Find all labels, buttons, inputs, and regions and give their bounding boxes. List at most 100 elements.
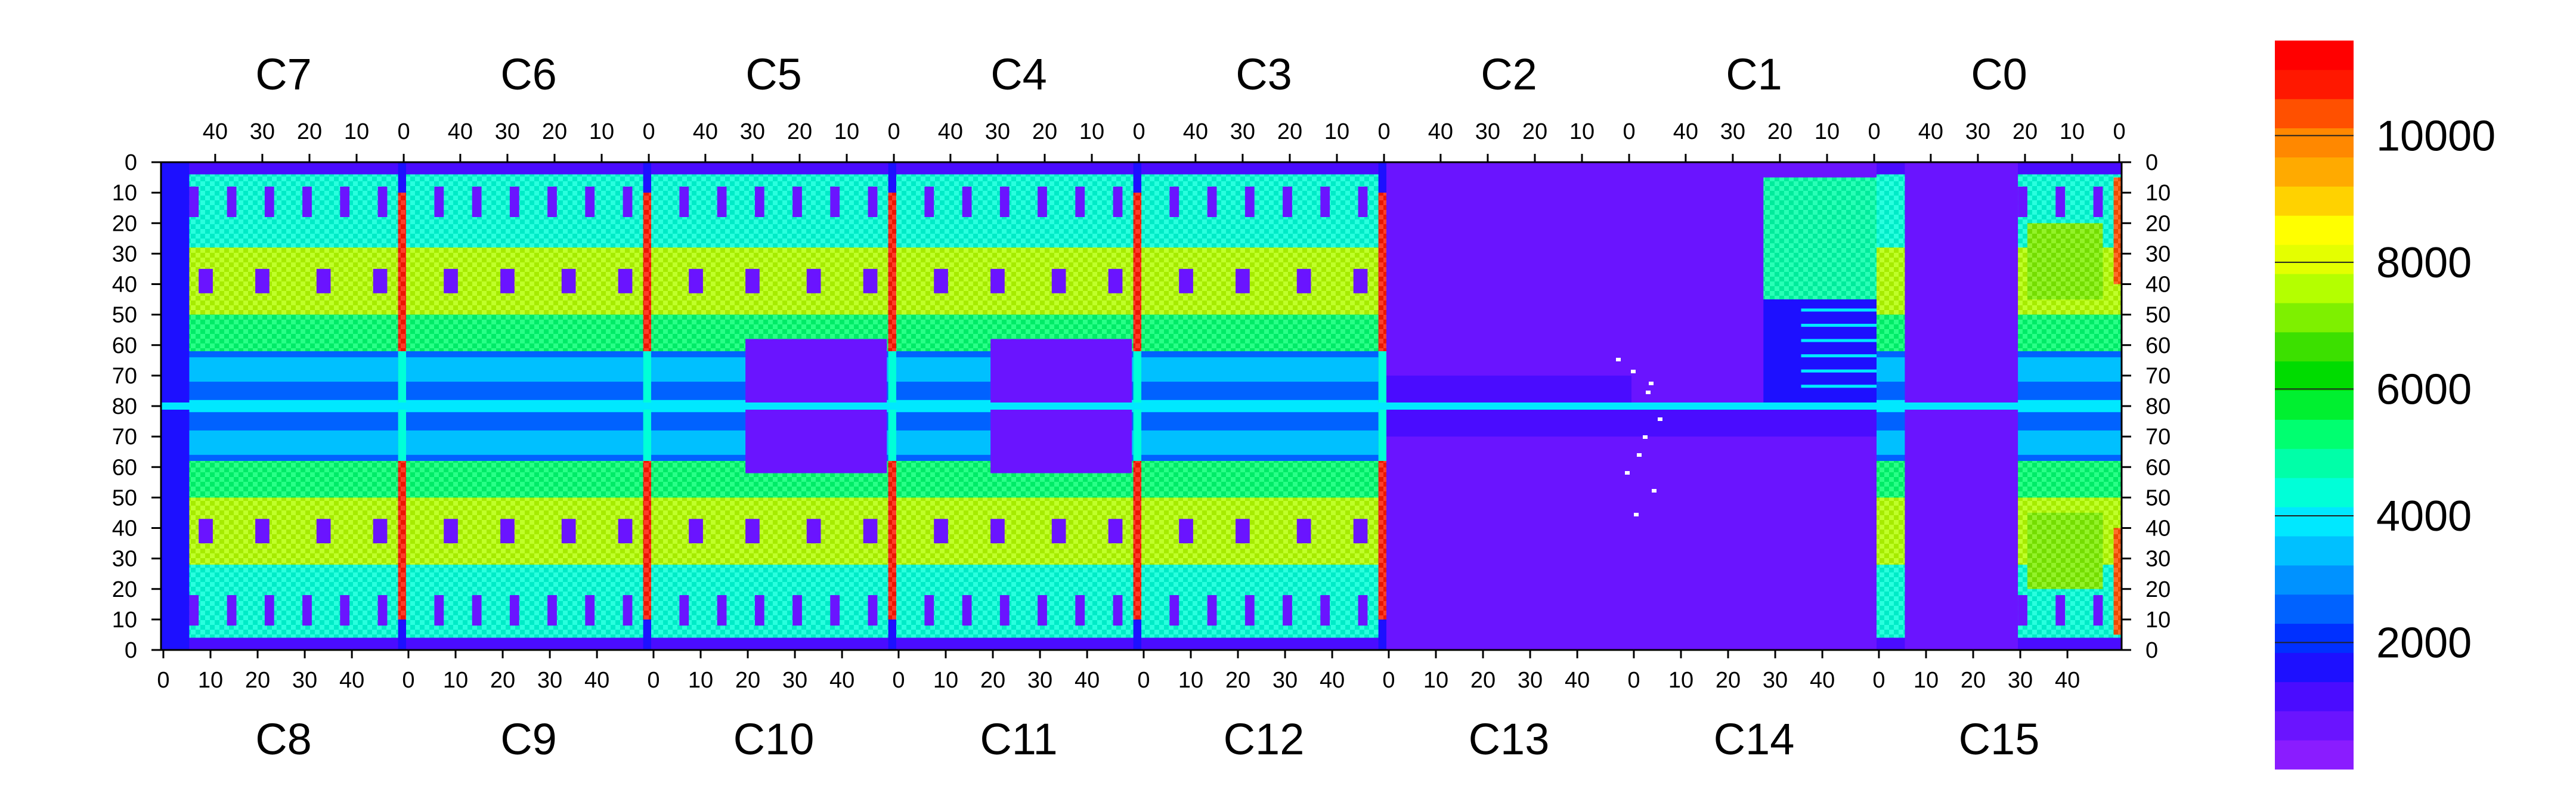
colorbar-swatch	[2275, 565, 2354, 595]
heat-region-243	[1358, 186, 1368, 217]
x-tick-label-bottom: 20	[490, 668, 515, 693]
x-tick-label-bottom: 40	[1075, 668, 1100, 693]
heat-region-165	[888, 406, 896, 461]
heat-texture-198	[896, 564, 1141, 641]
heat-region-46	[264, 595, 274, 626]
x-tick-label-bottom: 30	[1272, 668, 1298, 693]
x-tick-label-bottom: 0	[1627, 668, 1640, 693]
heat-region-127	[717, 186, 727, 217]
x-tick-label-top: 0	[1377, 119, 1390, 144]
heat-region-271	[1141, 637, 1386, 650]
heat-region-125	[863, 268, 878, 293]
heat-region-159	[868, 595, 878, 626]
y-tick-label-left: 20	[112, 577, 137, 602]
heat-region-104	[623, 595, 633, 626]
chip-label-c11: C11	[980, 714, 1057, 764]
x-tick-label-bottom: 20	[1961, 668, 1986, 693]
heat-region-137	[888, 351, 896, 406]
heat-region-290	[1631, 406, 1877, 650]
heat-region-10	[161, 357, 406, 382]
y-tick-label-right: 70	[2145, 364, 2171, 389]
colorbar-swatch	[2275, 157, 2354, 187]
colorbar-tick-label: 10000	[2376, 112, 2496, 160]
chip-label-c14: C14	[1714, 714, 1795, 764]
heat-region-291	[1631, 406, 1877, 437]
colorbar-swatch	[2275, 419, 2354, 449]
x-tick-label-top: 30	[1720, 119, 1745, 144]
heat-region-277	[1386, 375, 1631, 406]
x-tick-label-bottom: 30	[2008, 668, 2033, 693]
heat-region-158	[830, 595, 840, 626]
heat-texture-144	[651, 497, 896, 565]
white-spot	[1616, 358, 1621, 361]
heat-region-268	[1283, 595, 1292, 626]
y-tick-label-left: 40	[112, 516, 137, 541]
heat-texture-220	[1133, 461, 1141, 620]
heat-region-22	[161, 162, 406, 175]
heat-region-161	[745, 406, 887, 473]
colorbar-swatch	[2275, 361, 2354, 391]
heat-region-283	[1763, 299, 1877, 406]
heat-region-188	[896, 162, 1141, 175]
heat-region-76	[585, 186, 595, 217]
x-tick-label-bottom: 10	[1668, 668, 1693, 693]
white-spot	[1658, 417, 1662, 421]
heat-region-102	[547, 595, 557, 626]
heat-region-340	[2055, 595, 2066, 626]
y-tick-label-left: 60	[112, 333, 137, 358]
heat-texture-62	[406, 247, 651, 315]
chip-label-c1: C1	[1726, 49, 1782, 99]
x-tick-label-bottom: 30	[1027, 668, 1052, 693]
heat-region-150	[689, 519, 703, 544]
colorbar-swatch	[2275, 41, 2354, 70]
x-tick-label-bottom: 0	[1382, 668, 1395, 693]
heat-texture-91	[406, 461, 651, 498]
y-tick-label-right: 20	[2145, 211, 2171, 236]
white-spot	[1625, 471, 1630, 475]
heat-region-178	[934, 268, 948, 293]
x-tick-label-bottom: 10	[198, 668, 223, 693]
heat-region-275	[1378, 406, 1386, 461]
heat-texture-200	[896, 497, 1141, 565]
x-tick-label-bottom: 20	[1716, 668, 1741, 693]
heat-texture-34	[161, 497, 406, 565]
chip-label-c8: C8	[255, 714, 312, 764]
chip-label-c6: C6	[500, 49, 557, 99]
colorbar-swatch	[2275, 332, 2354, 362]
heat-region-264	[1353, 519, 1368, 544]
heat-region-155	[717, 595, 727, 626]
x-tick-label-top: 40	[1428, 119, 1453, 144]
x-tick-label-top: 0	[397, 119, 410, 144]
x-tick-label-top: 40	[938, 119, 963, 144]
colorbar-swatch	[2275, 215, 2354, 245]
heat-texture-317	[2027, 223, 2103, 300]
y-tick-label-left: 30	[112, 547, 137, 572]
heat-region-105	[406, 637, 651, 650]
heat-region-128	[754, 186, 764, 217]
heat-texture-282	[1763, 177, 1877, 300]
y-tick-label-right: 30	[2145, 547, 2171, 572]
colorbar-swatch	[2275, 623, 2354, 653]
colorbar-swatch	[2275, 594, 2354, 624]
y-tick-label-left: 40	[112, 273, 137, 298]
x-tick-label-top: 10	[589, 119, 614, 144]
heat-region-181	[1108, 268, 1123, 293]
heat-region-208	[1051, 519, 1066, 544]
chip-label-c4: C4	[990, 49, 1047, 99]
y-tick-label-left: 50	[112, 303, 137, 328]
center-line	[161, 402, 2122, 410]
heat-region-43	[373, 519, 388, 544]
heat-region-241	[1283, 186, 1292, 217]
heat-texture-192	[1133, 193, 1141, 351]
heat-texture-4	[161, 171, 406, 248]
y-tick-label-right: 50	[2145, 485, 2171, 510]
x-tick-label-bottom: 30	[1518, 668, 1543, 693]
x-tick-label-bottom: 0	[647, 668, 660, 693]
heat-texture-255	[1141, 497, 1386, 565]
heat-region-16	[189, 186, 199, 217]
x-tick-label-top: 20	[1767, 119, 1792, 144]
heat-region-123	[745, 268, 760, 293]
heat-region-184	[999, 186, 1010, 217]
chip-label-c10: C10	[733, 714, 815, 764]
